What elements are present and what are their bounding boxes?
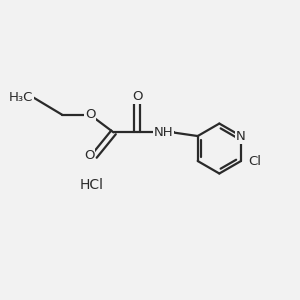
Text: N: N xyxy=(236,130,246,142)
Text: O: O xyxy=(85,108,95,121)
Text: O: O xyxy=(132,90,142,103)
Text: NH: NH xyxy=(154,126,173,139)
Text: Cl: Cl xyxy=(248,154,261,167)
Text: O: O xyxy=(84,149,94,162)
Text: HCl: HCl xyxy=(80,178,103,192)
Text: H₃C: H₃C xyxy=(8,91,33,103)
